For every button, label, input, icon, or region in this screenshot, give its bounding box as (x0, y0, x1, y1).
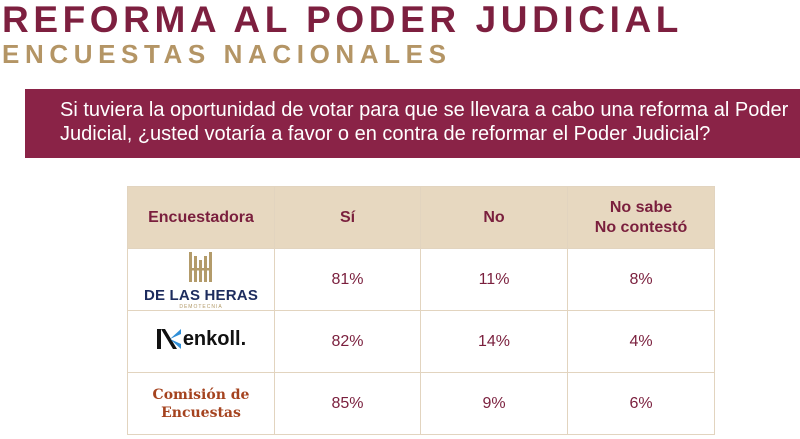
header-yes: Sí (274, 186, 421, 249)
header-pollster: Encuestadora (127, 186, 275, 249)
comision-line2: Encuestas (161, 404, 241, 421)
header-dont-know-line1: No sabe (609, 198, 673, 216)
header-no: No (420, 186, 568, 249)
no-cell: 11% (420, 248, 568, 311)
de-las-heras-mark-icon (189, 251, 212, 282)
table-row: DE LAS HERAS DEMOTECNIA 81% 11% 8% (127, 248, 715, 311)
enkoll-mark-icon (156, 329, 181, 349)
table-row: enkoll. 82% 14% 4% (127, 310, 715, 373)
pollster-cell: Comisión de Encuestas (127, 372, 275, 435)
dont-know-cell: 8% (567, 248, 715, 311)
yes-cell: 85% (274, 372, 421, 435)
enkoll-name: enkoll. (182, 327, 247, 350)
comision-line1: Comisión de (152, 386, 250, 403)
header-dont-know-line2: No contestó (594, 218, 688, 236)
results-table: Encuestadora Sí No No sabe No contestó (127, 186, 715, 435)
no-cell: 9% (420, 372, 568, 435)
page-title: REFORMA AL PODER JUDICIAL (2, 0, 683, 40)
table-header-row: Encuestadora Sí No No sabe No contestó (127, 186, 715, 249)
de-las-heras-sub: DEMOTECNIA (179, 303, 223, 310)
no-cell: 14% (420, 310, 568, 373)
yes-cell: 82% (274, 310, 421, 373)
page-subtitle: ENCUESTAS NACIONALES (2, 39, 452, 69)
header-dont-know: No sabe No contestó (567, 186, 715, 249)
dont-know-cell: 4% (567, 310, 715, 373)
table-row: Comisión de Encuestas 85% 9% 6% (127, 372, 715, 435)
de-las-heras-logo: DE LAS HERAS DEMOTECNIA (144, 250, 258, 310)
comision-de-encuestas-logo: Comisión de Encuestas (128, 386, 274, 422)
pollster-cell: DE LAS HERAS DEMOTECNIA (127, 248, 275, 311)
pollster-cell: enkoll. (127, 310, 275, 373)
dont-know-cell: 6% (567, 372, 715, 435)
de-las-heras-name: DE LAS HERAS (143, 286, 259, 304)
question-text: Si tuviera la oportunidad de votar para … (60, 99, 789, 145)
yes-cell: 81% (274, 248, 421, 311)
enkoll-logo: enkoll. (156, 326, 246, 352)
question-banner: Si tuviera la oportunidad de votar para … (25, 89, 800, 158)
